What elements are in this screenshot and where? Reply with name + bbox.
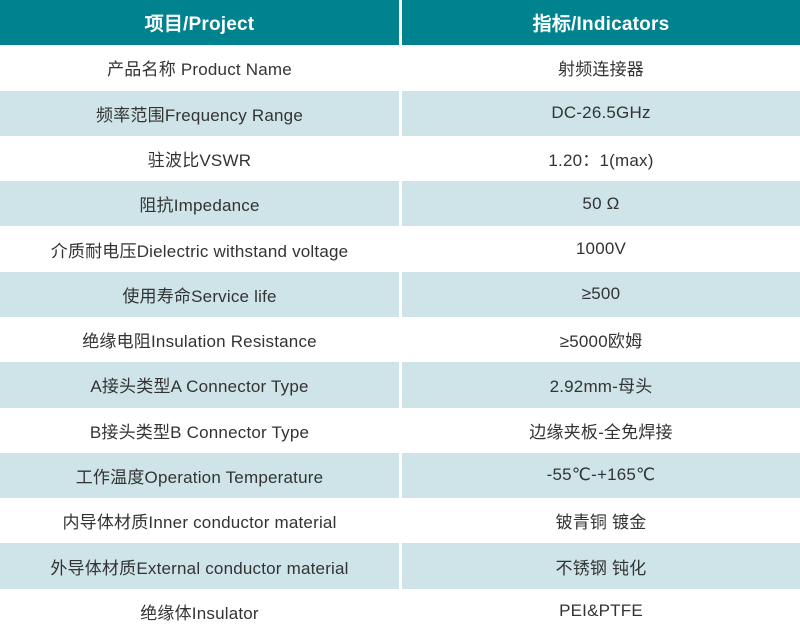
project-cell: 阻抗Impedance [0,181,399,227]
indicator-cell: ≥5000欧姆 [402,316,800,363]
indicator-cell: 边缘夹板-全免焊接 [402,407,800,453]
indicator-cell: -55℃-+165℃ [402,452,800,499]
indicator-cell: DC-26.5GHz [402,90,800,136]
indicator-cell: 1000V [402,226,800,272]
indicator-cell: 1.20：1(max) [402,135,800,182]
indicator-cell: PEI&PTFE [402,588,800,634]
table-row: 驻波比VSWR 1.20：1(max) [0,135,800,182]
indicator-cell: 50 Ω [402,181,800,227]
table-row: 阻抗Impedance 50 Ω [0,181,800,227]
project-cell: 频率范围Frequency Range [0,90,399,136]
project-cell: 驻波比VSWR [0,135,399,182]
project-cell: 绝缘体Insulator [0,588,399,634]
indicator-cell: ≥500 [402,271,800,317]
table-row: 介质耐电压Dielectric withstand voltage 1000V [0,226,800,272]
table-row: 外导体材质External conductor material 不锈钢 钝化 [0,543,800,589]
indicator-cell: 铍青铜 镀金 [402,498,800,544]
table-row: 产品名称 Product Name 射频连接器 [0,45,800,91]
project-cell: A接头类型A Connector Type [0,362,399,408]
table-row: 绝缘体Insulator PEI&PTFE [0,588,800,634]
indicator-cell: 2.92mm-母头 [402,362,800,408]
project-cell: 外导体材质External conductor material [0,543,399,589]
header-project: 项目/Project [0,0,399,46]
table-row: 内导体材质Inner conductor material 铍青铜 镀金 [0,498,800,544]
project-cell: 绝缘电阻Insulation Resistance [0,316,399,363]
header-indicators: 指标/Indicators [402,0,800,46]
project-cell: 产品名称 Product Name [0,45,399,91]
project-cell: B接头类型B Connector Type [0,407,399,453]
project-cell: 内导体材质Inner conductor material [0,498,399,544]
table-row: 频率范围Frequency Range DC-26.5GHz [0,90,800,136]
table-row: A接头类型A Connector Type 2.92mm-母头 [0,362,800,408]
table-header-row: 项目/Project 指标/Indicators [0,0,800,46]
table-row: 使用寿命Service life ≥500 [0,271,800,317]
project-cell: 使用寿命Service life [0,271,399,317]
project-cell: 介质耐电压Dielectric withstand voltage [0,226,399,272]
table-row: 工作温度Operation Temperature -55℃-+165℃ [0,452,800,499]
indicator-cell: 不锈钢 钝化 [402,543,800,589]
project-cell: 工作温度Operation Temperature [0,452,399,499]
table-row: B接头类型B Connector Type 边缘夹板-全免焊接 [0,407,800,453]
indicator-cell: 射频连接器 [402,45,800,91]
table-row: 绝缘电阻Insulation Resistance ≥5000欧姆 [0,316,800,363]
